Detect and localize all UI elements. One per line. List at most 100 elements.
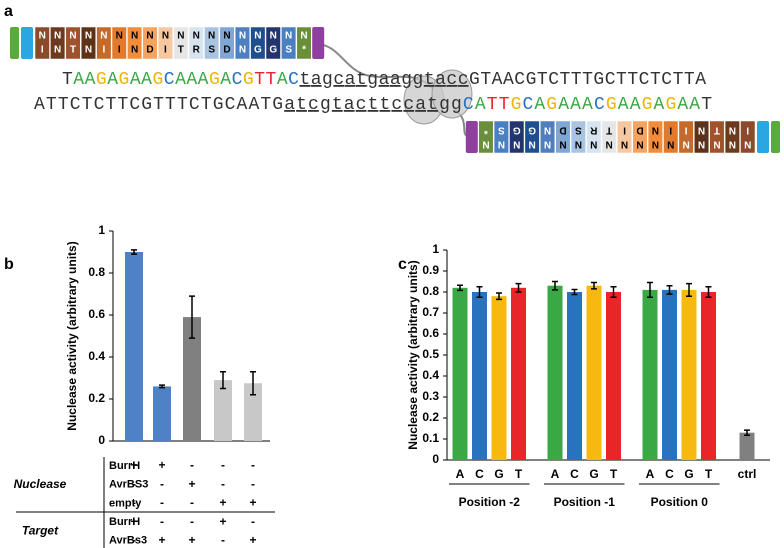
rvd-letter: N xyxy=(606,138,613,149)
error-bar xyxy=(515,282,522,293)
base: A xyxy=(534,95,545,115)
sequence: GTAACGTCTTTGCTTCTCTTA xyxy=(469,70,706,90)
rvd-letter: T xyxy=(606,124,612,135)
base: A xyxy=(73,70,84,90)
table-cell: - xyxy=(160,514,164,528)
nuclease-domain xyxy=(431,69,473,119)
y-tick-label: 1 xyxy=(432,242,439,256)
error-bar xyxy=(591,281,597,290)
rvd-letter: S xyxy=(575,124,582,135)
module xyxy=(678,120,694,154)
x-tick-label: A xyxy=(551,467,560,481)
y-axis-title: Nuclease activity (arbitrary units) xyxy=(65,241,79,430)
rvd-letter: N xyxy=(667,138,674,149)
x-tick-label: G xyxy=(494,467,503,481)
base: A xyxy=(689,95,700,115)
error-bar xyxy=(189,295,195,339)
table-cell: - xyxy=(160,496,164,510)
table-cell: + xyxy=(130,514,137,528)
bar xyxy=(244,383,262,441)
rvd-letter: N xyxy=(559,138,566,149)
module xyxy=(157,26,173,60)
error-bar xyxy=(131,249,137,255)
rvd-letter: G xyxy=(269,45,277,56)
base: A xyxy=(630,95,641,115)
error-bar xyxy=(705,286,712,298)
module xyxy=(281,26,297,60)
rvd-letter: N xyxy=(162,31,169,42)
base: G xyxy=(152,70,163,90)
rvd-letter: N xyxy=(544,124,551,135)
rvd-letter: G xyxy=(254,45,262,56)
table-row-label: BurrH xyxy=(109,516,140,528)
table-cell: - xyxy=(251,458,255,472)
error-bar xyxy=(220,370,226,390)
rvd-letter: S xyxy=(208,45,215,56)
x-tick-label: A xyxy=(646,467,655,481)
base: C xyxy=(522,95,533,115)
rvd-letter: T xyxy=(714,124,720,135)
module xyxy=(632,120,648,154)
base: A xyxy=(475,95,486,115)
base: C xyxy=(463,95,474,115)
bar xyxy=(153,386,171,441)
base: C xyxy=(232,70,243,90)
rvd-letter: N xyxy=(498,138,505,149)
cap xyxy=(312,27,325,59)
table-cell: + xyxy=(158,533,165,547)
rvd-letter: I xyxy=(164,45,167,56)
y-tick-label: 0.4 xyxy=(422,368,439,382)
y-tick-label: 0.6 xyxy=(88,307,105,321)
cap xyxy=(757,121,769,153)
module xyxy=(524,120,540,154)
rvd-letter: N xyxy=(285,31,292,42)
rvd-letter: N xyxy=(652,124,659,135)
module xyxy=(724,120,740,154)
base: A xyxy=(558,95,569,115)
rvd-letter: D xyxy=(559,124,566,135)
rvd-letter: N xyxy=(698,124,705,135)
module xyxy=(34,26,50,60)
rvd-letter: N xyxy=(729,138,736,149)
base: G xyxy=(606,95,617,115)
table-group-label: Target xyxy=(22,524,59,538)
rvd-letter: N xyxy=(116,31,123,42)
bar xyxy=(642,289,658,460)
table-cell: - xyxy=(132,533,136,547)
module xyxy=(127,26,143,60)
rvd-letter: D xyxy=(223,45,230,56)
x-tick-label: C xyxy=(475,467,484,481)
y-tick-label: 0.5 xyxy=(422,347,439,361)
rvd-letter: N xyxy=(621,138,628,149)
rvd-letter: N xyxy=(208,31,215,42)
rvd-letter: I xyxy=(102,45,105,56)
table-cell: - xyxy=(251,477,255,491)
error-bar xyxy=(571,288,578,296)
rvd-letter: N xyxy=(54,31,61,42)
bar xyxy=(183,317,201,441)
panel-label: a xyxy=(4,3,13,20)
base: T xyxy=(487,95,498,115)
error-bar xyxy=(159,384,165,389)
module xyxy=(142,26,158,60)
error-bar xyxy=(250,370,256,396)
module xyxy=(188,26,204,60)
bar xyxy=(511,287,526,460)
y-tick-label: 0 xyxy=(432,452,439,466)
rvd-letter: I xyxy=(746,124,749,135)
rvd-letter: N xyxy=(729,124,736,135)
rvd-letter: N xyxy=(69,31,76,42)
table-row-label: AvrBs3 xyxy=(109,535,147,547)
panel-label: b xyxy=(4,256,14,273)
y-tick-label: 0.3 xyxy=(422,389,439,403)
module xyxy=(96,26,112,60)
module xyxy=(601,120,617,154)
rvd-letter: R xyxy=(589,124,597,135)
rvd-letter: I xyxy=(685,124,688,135)
group-label: Position -2 xyxy=(459,495,521,509)
bar xyxy=(547,285,563,460)
rvd-letter: N xyxy=(652,138,659,149)
module xyxy=(250,26,266,60)
x-tick-label: A xyxy=(456,467,465,481)
table-cell: - xyxy=(221,477,225,491)
